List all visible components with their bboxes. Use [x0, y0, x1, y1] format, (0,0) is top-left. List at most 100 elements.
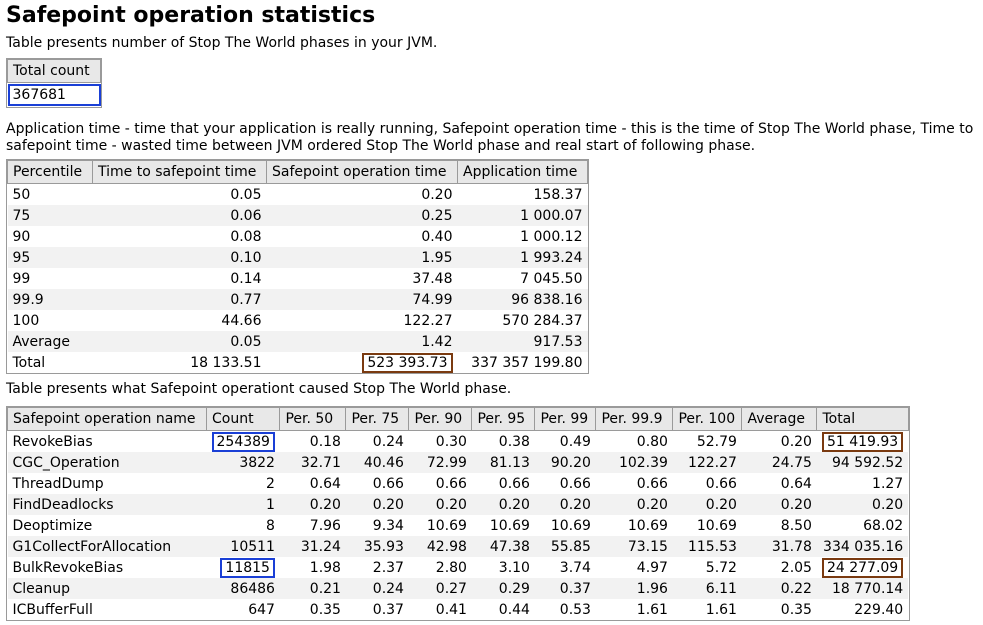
- operation-highlighted-value[interactable]: 51 419.93: [821, 431, 904, 452]
- percentile-highlighted-value[interactable]: 523 393.73: [362, 352, 453, 373]
- percentile-cell-percentile: 99.9: [7, 289, 93, 310]
- operation-row[interactable]: G1CollectForAllocation 10511 31.24 35.93 42.…: [7, 536, 909, 557]
- percentile-header-safepoint-operation-time[interactable]: Safepoint operation time: [266, 160, 458, 184]
- percentile-cell-safepoint-operation-time: 0.20: [266, 183, 458, 205]
- operation-cell-per-75: 0.37: [345, 599, 409, 620]
- total-count-table: Total count 367681: [7, 59, 101, 107]
- operation-row[interactable]: FindDeadlocks 1 0.20 0.20 0.20 0.20 0.20 0.20 0.…: [7, 494, 909, 515]
- percentile-cell-safepoint-operation-time: 1.95: [266, 247, 458, 268]
- percentile-cell-percentile: 90: [7, 226, 93, 247]
- percentile-cell-time-to-safepoint-time: 0.05: [92, 183, 267, 205]
- percentile-cell-percentile: 75: [7, 205, 93, 226]
- percentile-header-application-time[interactable]: Application time: [457, 160, 588, 184]
- operations-table: Safepoint operation name Count Per. 50 Per.…: [7, 407, 909, 620]
- operation-cell-per-75: 2.37: [345, 557, 409, 578]
- operation-cell-per-90: 0.27: [408, 578, 472, 599]
- operation-cell-per-90: 0.30: [408, 430, 472, 452]
- operation-cell-count: 647: [206, 599, 280, 620]
- percentile-cell-application-time: 1 000.07: [457, 205, 588, 226]
- operation-row[interactable]: BulkRevokeBias 11815 1.98 2.37 2.80 3.10 3.74 4…: [7, 557, 909, 578]
- operation-row[interactable]: CGC_Operation 3822 32.71 40.46 72.99 81.13 90.…: [7, 452, 909, 473]
- operation-cell-total: 334 035.16: [816, 536, 909, 557]
- percentile-row[interactable]: 95 0.10 1.95 1 993.24: [7, 247, 588, 268]
- operation-highlighted-value[interactable]: 254389: [211, 431, 275, 452]
- operation-row[interactable]: RevokeBias 254389 0.18 0.24 0.30 0.38 0.49 0.80…: [7, 430, 909, 452]
- operation-header-per-99-9[interactable]: Per. 99.9: [595, 407, 674, 431]
- operation-cell-per-99-9: 4.97: [595, 557, 673, 578]
- operation-cell-average: 24.75: [741, 452, 817, 473]
- percentile-row[interactable]: 100 44.66 122.27 570 284.37: [7, 310, 588, 331]
- percentile-row[interactable]: 99 0.14 37.48 7 045.50: [7, 268, 588, 289]
- operation-highlighted-value[interactable]: 11815: [220, 557, 275, 578]
- operation-cell-average: 2.05: [741, 557, 817, 578]
- operation-cell-safepoint-operation-name: RevokeBias: [7, 430, 207, 452]
- percentile-cell-time-to-safepoint-time: 0.14: [92, 268, 267, 289]
- operation-cell-per-50: 0.35: [279, 599, 346, 620]
- operation-row[interactable]: Deoptimize 8 7.96 9.34 10.69 10.69 10.69 10.69 1…: [7, 515, 909, 536]
- percentile-cell-application-time: 1 993.24: [457, 247, 588, 268]
- percentile-row[interactable]: Total 18 133.51 523 393.73 337 357 199.80: [7, 352, 588, 373]
- operation-header-per-99[interactable]: Per. 99: [534, 407, 597, 431]
- operation-row[interactable]: ThreadDump 2 0.64 0.66 0.66 0.66 0.66 0.66 0.66 0…: [7, 473, 909, 494]
- operation-row[interactable]: ICBufferFull 647 0.35 0.37 0.41 0.44 0.53 1.61 1…: [7, 599, 909, 620]
- operation-cell-per-50: 7.96: [279, 515, 346, 536]
- operation-header-per-75[interactable]: Per. 75: [345, 407, 410, 431]
- operation-cell-per-100: 122.27: [672, 452, 742, 473]
- operation-header-count[interactable]: Count: [205, 407, 281, 431]
- operation-cell-safepoint-operation-name: CGC_Operation: [7, 452, 207, 473]
- operation-cell-per-99: 0.66: [534, 473, 596, 494]
- operation-cell-per-100: 10.69: [672, 515, 742, 536]
- operation-cell-per-99-9: 73.15: [595, 536, 673, 557]
- operation-header-per-95[interactable]: Per. 95: [471, 407, 536, 431]
- operation-cell-total: 24 277.09: [816, 557, 909, 578]
- operation-cell-count: 254389: [206, 430, 280, 452]
- percentile-row[interactable]: 99.9 0.77 74.99 96 838.16: [7, 289, 588, 310]
- operation-row[interactable]: Cleanup 86486 0.21 0.24 0.27 0.29 0.37 1.96 6.11…: [7, 578, 909, 599]
- percentile-cell-time-to-safepoint-time: 44.66: [92, 310, 267, 331]
- operation-header-safepoint-operation-name[interactable]: Safepoint operation name: [7, 407, 207, 431]
- operation-cell-count: 11815: [206, 557, 280, 578]
- operation-header-per-50[interactable]: Per. 50: [279, 407, 347, 431]
- operation-cell-count: 10511: [206, 536, 280, 557]
- percentile-cell-safepoint-operation-time: 0.40: [266, 226, 458, 247]
- total-count-value[interactable]: 367681: [7, 84, 101, 106]
- operation-cell-average: 31.78: [741, 536, 817, 557]
- operation-cell-average: 0.20: [741, 494, 817, 515]
- operation-cell-per-100: 5.72: [672, 557, 742, 578]
- percentile-cell-application-time: 7 045.50: [457, 268, 588, 289]
- operation-cell-per-99: 0.37: [534, 578, 596, 599]
- percentile-header-percentile[interactable]: Percentile: [7, 160, 93, 184]
- percentile-cell-time-to-safepoint-time: 0.77: [92, 289, 267, 310]
- percentile-row[interactable]: 90 0.08 0.40 1 000.12: [7, 226, 588, 247]
- operation-header-per-100[interactable]: Per. 100: [672, 407, 743, 431]
- operation-cell-per-50: 1.98: [279, 557, 346, 578]
- operation-header-total[interactable]: Total: [816, 407, 909, 431]
- operation-cell-per-99-9: 0.66: [595, 473, 673, 494]
- operation-highlighted-value[interactable]: 24 277.09: [821, 557, 904, 578]
- operation-cell-per-95: 0.38: [471, 430, 535, 452]
- percentile-cell-application-time: 158.37: [457, 183, 588, 205]
- percentile-cell-application-time: 1 000.12: [457, 226, 588, 247]
- operation-cell-per-99: 55.85: [534, 536, 596, 557]
- operation-cell-per-100: 6.11: [672, 578, 742, 599]
- percentile-row[interactable]: Average 0.05 1.42 917.53: [7, 331, 588, 352]
- percentile-cell-percentile: Total: [7, 352, 93, 373]
- operation-header-average[interactable]: Average: [741, 407, 818, 431]
- operation-cell-per-50: 0.21: [279, 578, 346, 599]
- operation-cell-count: 3822: [206, 452, 280, 473]
- operation-cell-safepoint-operation-name: ICBufferFull: [7, 599, 207, 620]
- percentile-header-time-to-safepoint-time[interactable]: Time to safepoint time: [92, 160, 267, 184]
- percentile-table: Percentile Time to safepoint time Safepoin…: [7, 160, 588, 373]
- operation-header-per-90[interactable]: Per. 90: [408, 407, 473, 431]
- page-subtitle: Table presents number of Stop The World …: [6, 35, 438, 51]
- percentile-cell-safepoint-operation-time: 37.48: [266, 268, 458, 289]
- operation-cell-per-75: 0.24: [345, 430, 409, 452]
- percentile-cell-safepoint-operation-time: 523 393.73: [266, 352, 458, 373]
- operation-cell-safepoint-operation-name: ThreadDump: [7, 473, 207, 494]
- total-count-header[interactable]: Total count: [7, 59, 101, 83]
- percentile-row[interactable]: 75 0.06 0.25 1 000.07: [7, 205, 588, 226]
- operation-cell-per-100: 52.79: [672, 430, 742, 452]
- percentile-row[interactable]: 50 0.05 0.20 158.37: [7, 183, 588, 205]
- operation-cell-per-100: 0.20: [672, 494, 742, 515]
